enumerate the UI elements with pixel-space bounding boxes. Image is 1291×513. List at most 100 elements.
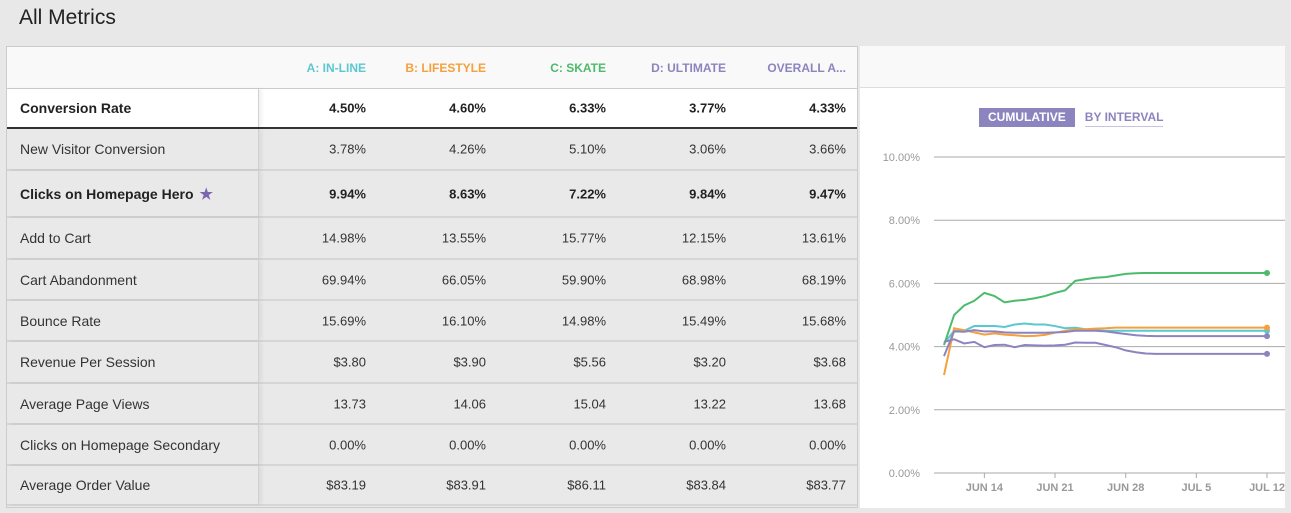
metric-value: 66.05% (441, 272, 486, 287)
metrics-table: A: IN-LINE B: LIFESTYLE C: SKATE D: ULTIMAT… (6, 46, 858, 508)
metric-value: 4.60% (449, 100, 486, 116)
metric-value: 13.55% (441, 230, 486, 246)
series-line (943, 338, 1267, 355)
metric-value: 5.10% (569, 141, 606, 157)
metric-name: Average Order Value (20, 477, 151, 493)
series-end-point (1264, 324, 1270, 331)
metric-value: 68.98% (681, 272, 726, 287)
series-line (943, 271, 1267, 346)
metric-value: 16.10% (441, 313, 486, 328)
metric-value: 13.22 (693, 396, 726, 411)
metric-value: 13.68 (813, 396, 846, 411)
column-header[interactable]: B: LIFESTYLE (405, 61, 486, 75)
chart-mode-toggle: CUMULATIVE BY INTERVAL (979, 108, 1164, 127)
metric-value: 9.84% (689, 186, 726, 201)
metric-name: New Visitor Conversion (20, 141, 166, 157)
metric-value: 3.66% (809, 141, 846, 157)
metric-value: $86.11 (567, 477, 606, 493)
line-chart: 0.00% 2.00% 4.00% 6.00% 8.00% 10.00% JUN 14 JUN… (883, 152, 1285, 494)
y-tick-label: 2.00% (889, 405, 920, 417)
metric-name: Revenue Per Session (20, 354, 156, 370)
column-header[interactable]: C: SKATE (550, 61, 606, 75)
x-tick-label: JUL 5 (1181, 482, 1211, 494)
metric-value: 13.61% (801, 230, 846, 246)
metric-value: 68.19% (801, 272, 846, 287)
metric-value: $3.20 (693, 354, 726, 370)
table-row[interactable]: Cart Abandonment 69.94% 66.05% 59.90% 68.98%… (7, 260, 857, 301)
table-row[interactable]: Average Page Views 13.73 14.06 15.04 13.22 13… (7, 384, 857, 425)
y-tick-label: 8.00% (889, 215, 920, 227)
metric-value: $3.90 (453, 354, 486, 370)
metric-value: 12.15% (681, 230, 726, 246)
column-header[interactable]: D: ULTIMATE (651, 61, 726, 75)
table-row[interactable]: Clicks on Homepage Hero ★ 9.94% 8.63% 7.22% 9… (7, 171, 857, 218)
metric-value: 0.00% (569, 437, 606, 452)
chart-panel-header (860, 46, 1285, 88)
metric-value: 0.00% (809, 437, 846, 452)
table-row[interactable]: Add to Cart 14.98% 13.55% 15.77% 12.15% 13.61… (7, 218, 857, 260)
metric-value: 0.00% (449, 437, 486, 452)
metric-value: $83.91 (446, 477, 486, 493)
metric-value: 3.78% (329, 141, 366, 157)
metric-name: Conversion Rate (20, 100, 132, 116)
metric-value: 4.50% (329, 100, 366, 116)
metric-value: 59.90% (561, 272, 606, 287)
metric-value: 0.00% (329, 437, 366, 452)
primary-star-icon[interactable]: ★ (199, 185, 213, 203)
metric-value: 6.33% (569, 100, 606, 116)
series-end-point (1264, 269, 1270, 276)
series-line (943, 326, 1267, 376)
metric-value: 8.63% (449, 186, 486, 201)
page-title: All Metrics (19, 6, 116, 29)
metric-value: 15.69% (321, 313, 366, 328)
y-tick-label: 0.00% (889, 468, 920, 480)
table-row[interactable]: Average Order Value $83.19 $83.91 $86.11 $83… (7, 466, 857, 506)
metric-value: 15.49% (681, 313, 726, 328)
metric-value: 15.77% (561, 230, 606, 246)
metric-name: Cart Abandonment (20, 271, 137, 288)
metric-value: 13.73 (333, 396, 366, 411)
metric-name: Add to Cart (20, 230, 91, 246)
x-tick-label: JUL 12 (1249, 482, 1285, 494)
metric-label: Bounce Rate (7, 301, 259, 340)
metric-label: Average Page Views (7, 384, 259, 423)
column-header[interactable]: OVERALL A... (767, 61, 846, 75)
metric-value: $5.56 (573, 354, 606, 370)
metric-value: 14.98% (561, 313, 606, 328)
table-row[interactable]: Conversion Rate 4.50% 4.60% 6.33% 3.77% 4.33% (7, 89, 857, 129)
metric-value: $83.84 (686, 477, 726, 493)
metric-value: 3.06% (689, 141, 726, 157)
metric-value: $83.77 (806, 477, 846, 493)
by-interval-button[interactable]: BY INTERVAL (1084, 108, 1164, 127)
metric-label: Clicks on Homepage Secondary (7, 425, 259, 464)
metric-value: 3.77% (689, 100, 726, 116)
series-line (943, 329, 1267, 357)
metric-label: Revenue Per Session (7, 342, 259, 382)
metric-label: Average Order Value (7, 466, 259, 504)
table-row[interactable]: Clicks on Homepage Secondary 0.00% 0.00% 0.… (7, 425, 857, 466)
table-row[interactable]: Revenue Per Session $3.80 $3.90 $5.56 $3.20 $… (7, 342, 857, 384)
x-tick-label: JUN 21 (1036, 482, 1073, 494)
metric-label: Add to Cart (7, 218, 259, 258)
metric-value: $83.19 (326, 477, 366, 493)
table-row[interactable]: Bounce Rate 15.69% 16.10% 14.98% 15.49% 15.68… (7, 301, 857, 342)
column-header[interactable]: A: IN-LINE (306, 61, 366, 75)
metric-value: 15.68% (801, 313, 846, 328)
metric-value: 4.26% (449, 141, 486, 157)
metric-label: Cart Abandonment (7, 260, 259, 299)
x-tick-label: JUN 28 (1107, 482, 1144, 494)
y-tick-label: 4.00% (889, 342, 920, 354)
metric-value: 14.06 (453, 396, 486, 411)
series-end-point (1264, 350, 1270, 357)
cumulative-button[interactable]: CUMULATIVE (979, 108, 1075, 127)
metric-value: 0.00% (689, 437, 726, 452)
metric-label: New Visitor Conversion (7, 129, 259, 169)
series-end-point (1264, 333, 1270, 340)
table-row[interactable]: New Visitor Conversion 3.78% 4.26% 5.10% 3.0… (7, 129, 857, 171)
metric-value: 4.33% (809, 100, 846, 116)
metric-value: $3.80 (333, 354, 366, 370)
metric-value: $3.68 (813, 354, 846, 370)
chart-panel: CUMULATIVE BY INTERVAL 0.00% 2.00% 4.00% 6.… (860, 46, 1285, 508)
table-header: A: IN-LINE B: LIFESTYLE C: SKATE D: ULTIMAT… (7, 47, 857, 89)
metric-value: 15.04 (573, 396, 606, 411)
